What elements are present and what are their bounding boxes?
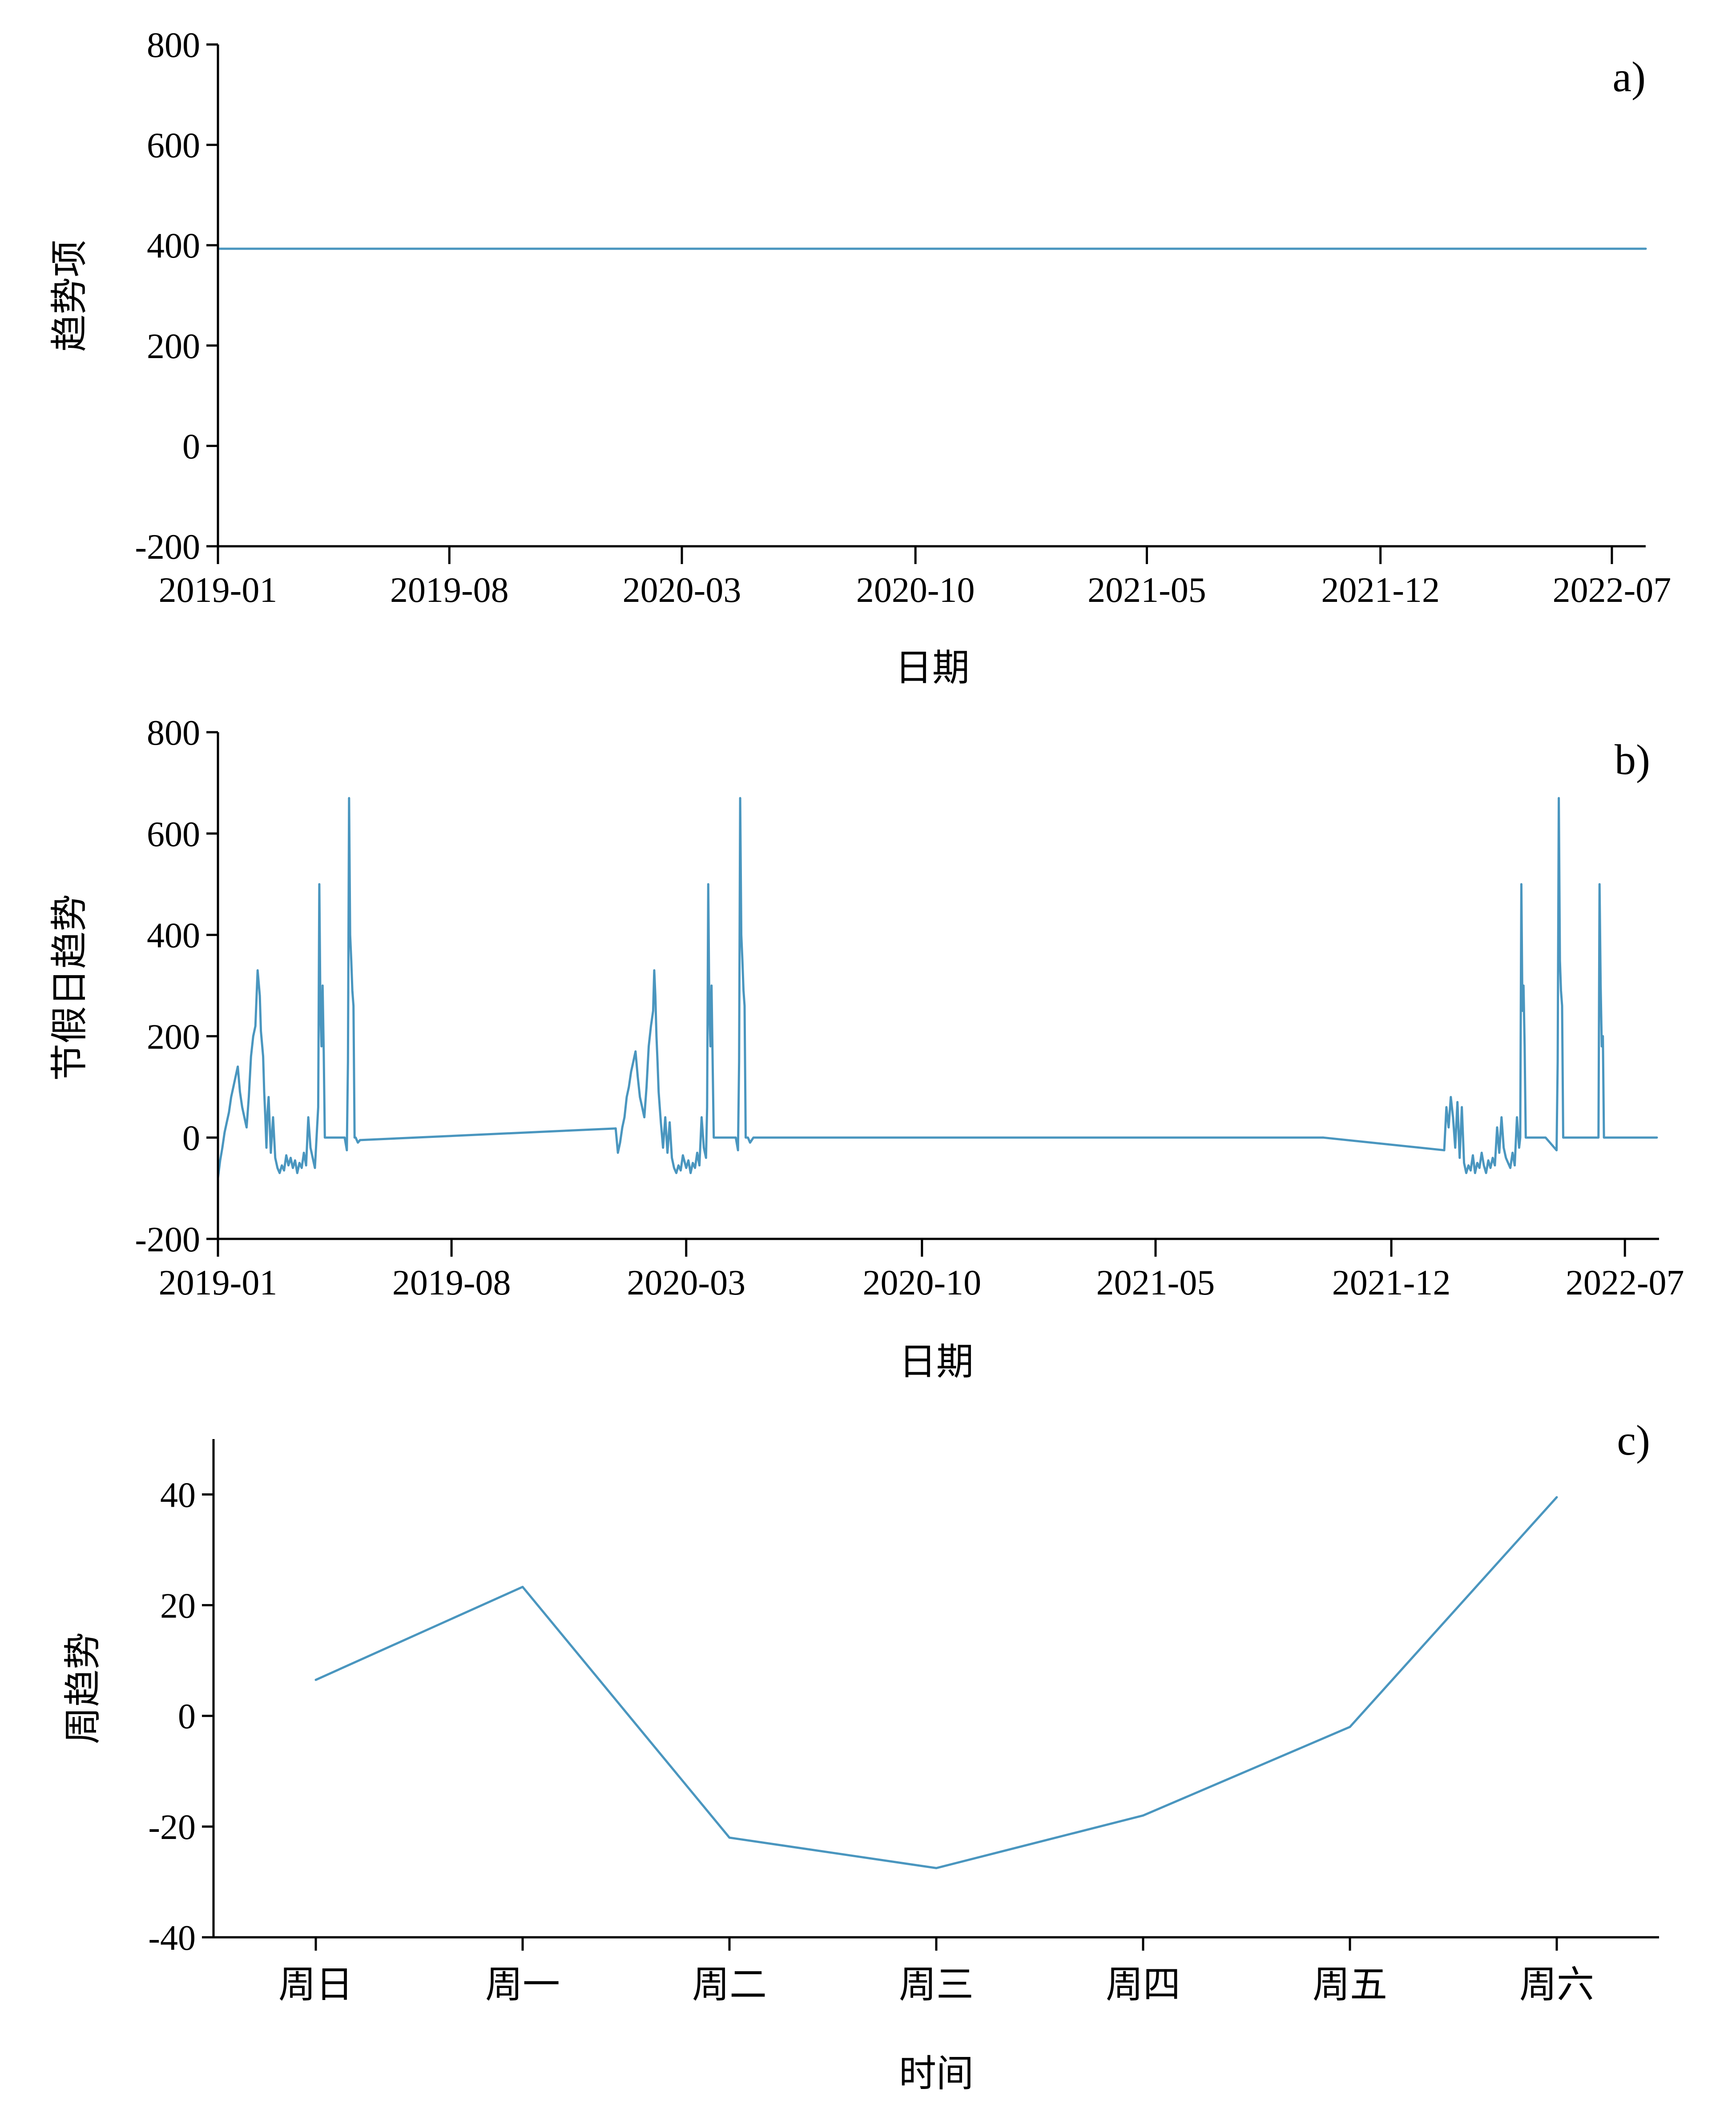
panel-b-y-ticks: -200 0 200 400 600 800	[135, 714, 218, 1259]
y-tick-label: -20	[148, 1808, 196, 1847]
panel-c-y-ticks: -40 -20 0 20 40	[148, 1476, 213, 1958]
y-tick-label: 400	[147, 916, 200, 956]
x-tick-label: 2022-07	[1566, 1263, 1684, 1303]
panel-c-series	[314, 1496, 1558, 1869]
y-tick-label: 40	[160, 1476, 196, 1515]
x-tick-label: 2019-01	[159, 1263, 278, 1303]
x-tick-label: 2020-10	[863, 1263, 982, 1303]
panel-b-x-label: 日期	[899, 1340, 974, 1383]
panel-b-series	[217, 797, 1658, 1179]
y-tick-label: -200	[135, 528, 200, 567]
x-tick-label: 2020-10	[856, 571, 975, 610]
y-tick-label: 20	[160, 1586, 196, 1625]
x-category-label: 周日	[278, 1963, 353, 2006]
panel-c-x-label: 时间	[899, 2052, 974, 2095]
y-tick-label: 0	[182, 1119, 200, 1158]
panel-b-x-ticks: 2019-01 2019-08 2020-03 2020-10 2021-05 2021-…	[159, 1239, 1684, 1303]
y-tick-label: 200	[147, 1017, 200, 1057]
x-tick-label: 2020-03	[627, 1263, 745, 1303]
series-line	[1443, 797, 1658, 1174]
y-tick-label: 200	[147, 327, 200, 366]
x-category-label: 周一	[485, 1963, 560, 2006]
panel-a-x-ticks: 2019-01 2019-08 2020-03 2020-10 2021-05 2021-…	[159, 546, 1672, 610]
x-tick-label: 2019-01	[159, 571, 278, 610]
panel-a-letter: a)	[1612, 53, 1646, 101]
series-line	[359, 1127, 617, 1141]
y-tick-label: 0	[178, 1697, 196, 1736]
y-tick-label: 400	[147, 226, 200, 266]
x-category-label: 周二	[692, 1963, 767, 2006]
x-category-label: 周五	[1313, 1963, 1387, 2006]
x-tick-label: 2019-08	[390, 571, 509, 610]
x-category-label: 周四	[1106, 1963, 1180, 2006]
x-category-label: 周六	[1519, 1963, 1594, 2006]
x-tick-label: 2021-12	[1321, 571, 1440, 610]
y-tick-label: 0	[182, 427, 200, 466]
panel-b-letter: b)	[1615, 736, 1650, 783]
panel-c-weekly-trend: -40 -20 0 20 40 周日 周一 周二 周三 周四 周五 周六 时间 周趋势 c)	[61, 1416, 1659, 2095]
y-tick-label: 800	[147, 26, 200, 65]
series-line	[1322, 1136, 1446, 1152]
y-tick-label: 600	[147, 126, 200, 165]
x-tick-label: 2019-08	[392, 1263, 511, 1303]
y-tick-label: 800	[147, 714, 200, 753]
panel-c-x-ticks: 周日 周一 周二 周三 周四 周五 周六	[278, 1937, 1594, 2006]
y-tick-label: -40	[148, 1919, 196, 1958]
panel-a-x-label: 日期	[895, 646, 970, 690]
x-category-label: 周三	[899, 1963, 974, 2006]
y-tick-label: 600	[147, 815, 200, 854]
series-line	[614, 797, 1324, 1174]
panel-c-y-label: 周趋势	[61, 1632, 105, 1744]
x-tick-label: 2021-12	[1332, 1263, 1451, 1303]
x-tick-label: 2021-05	[1096, 1263, 1215, 1303]
y-tick-label: -200	[135, 1220, 200, 1259]
panel-a-y-label: 趋势项	[48, 240, 91, 352]
x-tick-label: 2020-03	[623, 571, 741, 610]
x-tick-label: 2022-07	[1553, 571, 1672, 610]
panel-b-y-label: 节假日趋势	[48, 894, 91, 1081]
x-tick-label: 2021-05	[1088, 571, 1206, 610]
panel-a-y-ticks: -200 0 200 400 600 800	[135, 26, 218, 567]
panel-c-letter: c)	[1617, 1416, 1650, 1464]
series-line	[217, 797, 361, 1179]
series-line	[314, 1496, 1558, 1869]
